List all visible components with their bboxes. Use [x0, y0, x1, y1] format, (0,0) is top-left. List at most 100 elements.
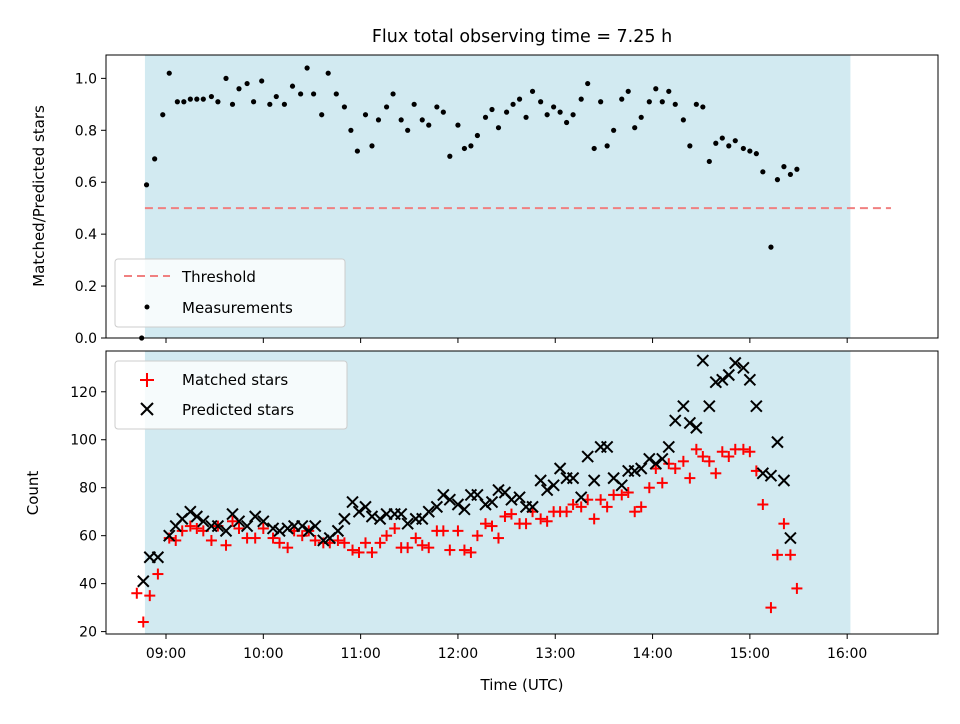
measurement-point	[174, 99, 180, 105]
bottom-y-tick-label: 100	[70, 433, 97, 449]
measurement-point	[619, 96, 625, 102]
measurement-point	[181, 99, 187, 105]
matched-star-point	[757, 498, 769, 510]
matched-star-point	[338, 537, 350, 549]
predicted-star-point	[683, 416, 697, 430]
measurement-point	[411, 101, 417, 107]
measurement-point	[440, 109, 446, 115]
matched-star-point	[347, 544, 359, 556]
bottom-legend-box	[114, 360, 348, 430]
measurement-point	[236, 86, 242, 92]
top-legend-box	[114, 258, 346, 328]
matched-star-point	[144, 590, 156, 602]
measurement-point	[611, 127, 617, 133]
matched-star-point	[205, 534, 217, 546]
bottom-y-tick-label: 120	[70, 385, 97, 401]
predicted-star-point	[505, 493, 518, 506]
measurement-point	[461, 145, 468, 152]
predicted-star-point	[729, 356, 742, 370]
measurement-point	[774, 177, 781, 183]
measurement-point	[267, 101, 273, 107]
measurement-point	[544, 112, 550, 118]
measurement-point	[495, 125, 502, 131]
predicted-star-point	[690, 421, 703, 434]
bottom-panel: 20 40 60 80 100 120 09:00 10:00 11:00 12:00 13:00 1…	[24, 350, 939, 694]
predicted-star-point	[359, 500, 372, 514]
matched-star-point	[778, 518, 790, 530]
matched-star-point	[697, 451, 709, 463]
measurement-point	[510, 101, 516, 107]
measurement-point	[523, 114, 529, 120]
matched-star-point	[791, 582, 803, 594]
matched-star-point	[561, 506, 573, 518]
predicted-star-point	[696, 354, 710, 367]
measurement-point	[693, 101, 699, 107]
matched-star-point	[505, 508, 517, 520]
chart-title: Flux total observing time = 7.25 h	[372, 27, 672, 47]
bottom-legend: Matched stars Predicted stars	[114, 360, 348, 430]
predicted-star-point	[365, 510, 379, 523]
predicted-star-point	[540, 483, 554, 497]
predicted-star-point	[581, 450, 594, 463]
matched-star-point	[684, 472, 696, 484]
measurement-point	[194, 96, 200, 102]
predicted-star-point	[750, 399, 763, 413]
predicted-star-point	[451, 498, 465, 511]
predicted-star-point	[703, 399, 716, 413]
matched-star-point	[137, 616, 149, 628]
matched-star-point	[184, 520, 196, 532]
measurement-point	[666, 88, 672, 94]
top-plot-frame	[105, 54, 939, 339]
measurement-point	[760, 169, 766, 175]
matched-star-point	[616, 489, 628, 501]
matched-star-point	[309, 534, 321, 546]
matched-star-point	[374, 537, 386, 549]
measurement-point	[591, 145, 597, 152]
matched-star-point	[267, 532, 279, 544]
measurement-point	[503, 109, 510, 115]
measurement-point	[325, 70, 331, 76]
measurement-point	[732, 138, 738, 144]
predicted-star-point	[649, 457, 663, 470]
predicted-star-point	[184, 505, 197, 518]
matched-star-point	[771, 549, 783, 561]
measurement-point	[740, 145, 746, 152]
predicted-star-point	[338, 512, 351, 526]
predicted-star-point	[240, 519, 254, 533]
legend-threshold-label: Threshold	[181, 268, 256, 286]
measurement-point	[354, 148, 360, 154]
predicted-star-point	[458, 503, 471, 516]
measurement-point	[143, 182, 150, 188]
predicted-star-point	[553, 462, 567, 475]
predicted-star-point	[600, 440, 614, 454]
matched-star-point	[480, 518, 492, 530]
measurement-point	[482, 114, 489, 120]
measurement-point	[426, 122, 432, 128]
measurement-point	[304, 65, 310, 71]
measurement-point	[632, 125, 638, 131]
matched-star-point	[716, 446, 728, 458]
matched-star-point	[601, 501, 613, 513]
measurement-point	[604, 143, 610, 149]
matched-star-point	[663, 458, 675, 470]
measurement-point	[455, 122, 461, 128]
matched-star-point	[282, 542, 294, 554]
predicted-star-point	[281, 522, 294, 535]
measurement-point	[273, 93, 279, 100]
predicted-star-point	[656, 452, 669, 466]
measurement-point	[706, 158, 712, 165]
matched-star-point	[191, 522, 203, 534]
top-panel: 0.0 0.2 0.4 0.6 0.8 1.0 Matched/Predicted sta…	[30, 54, 939, 347]
matched-star-point	[575, 501, 587, 513]
predicted-star-point	[662, 440, 675, 454]
predicted-star-point	[151, 551, 165, 564]
matched-star-point	[332, 534, 344, 546]
matched-star-point	[366, 546, 378, 558]
measurement-point	[719, 135, 725, 141]
matched-star-point	[669, 463, 681, 475]
measurement-point	[768, 244, 774, 250]
predicted-star-point	[394, 507, 408, 521]
measurement-point	[713, 140, 719, 146]
matched-star-point	[227, 515, 239, 527]
